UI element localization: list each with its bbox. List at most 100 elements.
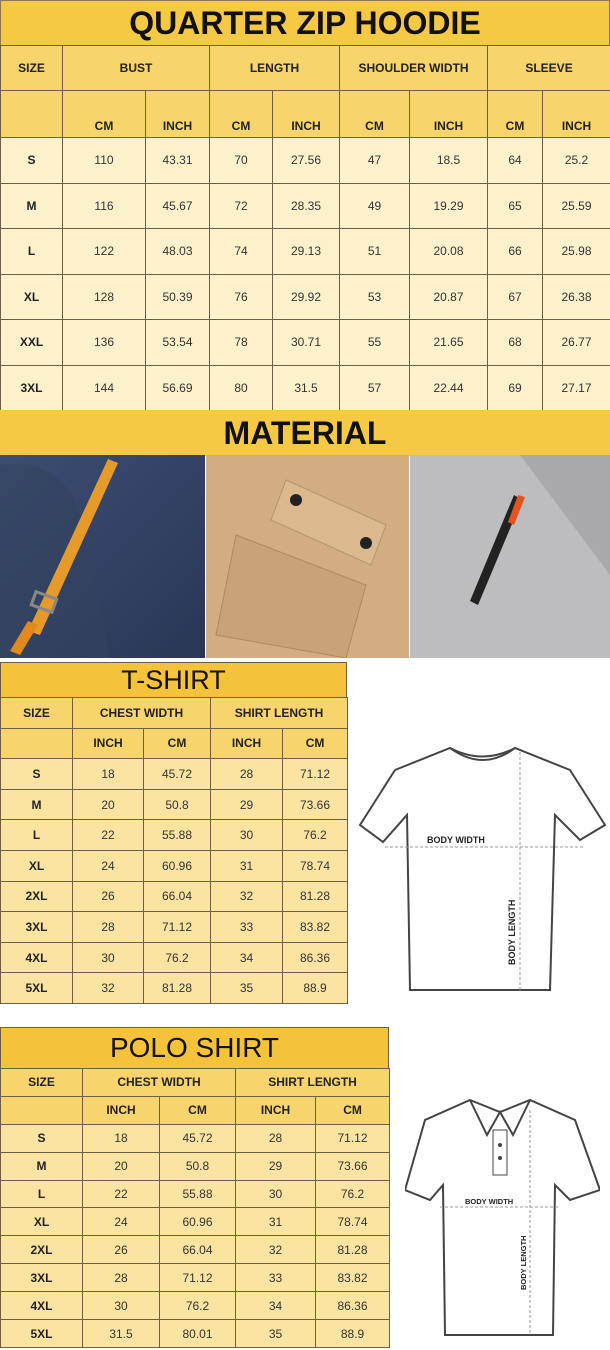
value-cell: 32 <box>235 1235 317 1265</box>
table-row: 4XL 30 76.2 34 86.36 <box>0 1291 391 1321</box>
blank-header-cell <box>0 90 63 138</box>
column-header: SHIRT LENGTH <box>235 1068 391 1097</box>
value-cell: 57 <box>339 364 411 411</box>
value-cell: 48.03 <box>144 228 211 275</box>
value-cell: 31 <box>210 849 284 882</box>
value-cell: 78 <box>209 319 274 366</box>
value-cell: 66 <box>487 228 544 275</box>
tshirt-title: T-SHIRT <box>0 662 347 698</box>
value-cell: 70 <box>209 137 274 184</box>
size-cell: 2XL <box>0 1235 83 1265</box>
value-cell: 21.65 <box>409 319 489 366</box>
size-cell: 5XL <box>0 972 73 1004</box>
unit-header: INCH <box>144 90 211 138</box>
blank-header-cell <box>0 1095 83 1125</box>
value-cell: 88.9 <box>315 1319 391 1348</box>
value-cell: 20.87 <box>409 273 489 320</box>
value-cell: 71.12 <box>142 911 212 943</box>
size-cell: L <box>0 819 73 851</box>
table-row: 5XL 32 81.28 35 88.9 <box>0 972 349 1004</box>
table-row: M 20 50.8 29 73.66 <box>0 788 349 821</box>
size-cell: S <box>0 137 63 184</box>
value-cell: 26.77 <box>542 319 610 366</box>
value-cell: 88.9 <box>282 972 349 1004</box>
value-cell: 45.67 <box>144 182 211 229</box>
unit-header: INCH <box>272 90 341 138</box>
table-row: S 18 45.72 28 71.12 <box>0 758 349 790</box>
value-cell: 53 <box>339 273 411 320</box>
column-header: BUST <box>61 45 211 91</box>
table-row: S 110 43.31 70 27.56 47 18.5 64 25.2 <box>0 137 610 184</box>
column-header: LENGTH <box>209 45 341 91</box>
polo-diagram: BODY WIDTH BODY LENGTH <box>405 1098 600 1336</box>
unit-header: CM <box>62 90 146 138</box>
header-row: SIZE CHEST WIDTH SHIRT LENGTH <box>0 1068 391 1097</box>
value-cell: 71.12 <box>158 1263 237 1293</box>
value-cell: 122 <box>62 228 146 275</box>
material-photo-grey <box>410 455 610 658</box>
size-cell: 3XL <box>0 1263 83 1293</box>
hoodie-title: QUARTER ZIP HOODIE <box>0 0 610 46</box>
table-row: 4XL 30 76.2 34 86.36 <box>0 941 349 974</box>
unit-header: CM <box>487 90 544 138</box>
column-header: SIZE <box>0 1068 83 1097</box>
value-cell: 27.56 <box>272 137 341 184</box>
value-cell: 47 <box>339 137 411 184</box>
value-cell: 136 <box>62 319 146 366</box>
value-cell: 28.35 <box>272 182 341 229</box>
orange-strap-icon <box>0 459 118 658</box>
value-cell: 83.82 <box>315 1263 391 1293</box>
size-cell: L <box>0 1179 83 1209</box>
value-cell: 31.5 <box>272 364 341 411</box>
blank-header-cell <box>0 727 73 760</box>
table-row: 2XL 26 66.04 32 81.28 <box>0 880 349 913</box>
value-cell: 18.5 <box>409 137 489 184</box>
table-row: XL 24 60.96 31 78.74 <box>0 849 349 882</box>
value-cell: 30.71 <box>272 319 341 366</box>
table-row: 3XL 28 71.12 33 83.82 <box>0 1263 391 1293</box>
value-cell: 81.28 <box>315 1235 391 1265</box>
value-cell: 33 <box>210 911 284 943</box>
tshirt-size-table: SIZE CHEST WIDTH SHIRT LENGTH INCH CM INCH CM S… <box>0 697 349 1004</box>
table-row: 3XL 144 56.69 80 31.5 57 22.44 69 27.17 <box>0 364 610 411</box>
value-cell: 22.44 <box>409 364 489 411</box>
unit-header: CM <box>142 727 212 760</box>
body-length-label: BODY LENGTH <box>519 1236 528 1290</box>
value-cell: 68 <box>487 319 544 366</box>
value-cell: 30 <box>210 819 284 851</box>
size-cell: 4XL <box>0 1291 83 1321</box>
value-cell: 30 <box>72 941 144 974</box>
tshirt-diagram: BODY WIDTH BODY LENGTH <box>358 746 607 991</box>
value-cell: 69 <box>487 364 544 411</box>
size-cell: L <box>0 228 63 275</box>
header-row: SIZE CHEST WIDTH SHIRT LENGTH <box>0 697 349 729</box>
value-cell: 78.74 <box>315 1207 391 1237</box>
polo-size-table: SIZE CHEST WIDTH SHIRT LENGTH INCH CM INCH CM S… <box>0 1068 391 1348</box>
value-cell: 32 <box>210 880 284 913</box>
value-cell: 27.17 <box>542 364 610 411</box>
subheader-row: CM INCH CM INCH CM INCH CM INCH <box>0 90 610 138</box>
value-cell: 74 <box>209 228 274 275</box>
zipper-icon <box>410 455 610 658</box>
value-cell: 30 <box>82 1291 160 1321</box>
value-cell: 65 <box>487 182 544 229</box>
unit-header: CM <box>315 1095 391 1125</box>
value-cell: 18 <box>72 758 144 790</box>
table-row: L 122 48.03 74 29.13 51 20.08 66 25.98 <box>0 228 610 275</box>
value-cell: 49 <box>339 182 411 229</box>
size-cell: XL <box>0 1207 83 1237</box>
value-cell: 29.92 <box>272 273 341 320</box>
unit-header: CM <box>158 1095 237 1125</box>
value-cell: 22 <box>72 819 144 851</box>
column-header: SLEEVE <box>487 45 610 91</box>
value-cell: 26 <box>82 1235 160 1265</box>
size-cell: S <box>0 1123 83 1153</box>
size-cell: 3XL <box>0 364 63 411</box>
unit-header: INCH <box>210 727 284 760</box>
size-cell: M <box>0 1151 83 1181</box>
size-cell: XL <box>0 849 73 882</box>
table-row: XL 24 60.96 31 78.74 <box>0 1207 391 1237</box>
value-cell: 29.13 <box>272 228 341 275</box>
size-cell: 2XL <box>0 880 73 913</box>
value-cell: 26.38 <box>542 273 610 320</box>
